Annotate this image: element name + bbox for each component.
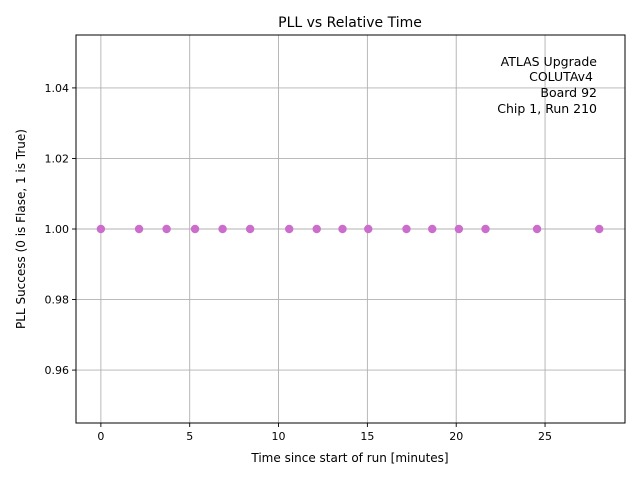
data-point bbox=[245, 224, 255, 234]
data-point bbox=[532, 224, 542, 234]
y-axis-label: PLL Success (0 is Flase, 1 is True) bbox=[14, 129, 28, 329]
x-tick-label: 15 bbox=[360, 430, 374, 443]
annotation-line-4: Chip 1, Run 210 bbox=[497, 101, 597, 116]
axis-ticks: 0 5 10 15 20 25 0.96 0.98 1.00 1.02 1.04 bbox=[45, 82, 553, 443]
chart-title: PLL vs Relative Time bbox=[278, 15, 422, 31]
x-axis-label: Time since start of run [minutes] bbox=[250, 451, 448, 465]
annotation-line-1: ATLAS Upgrade bbox=[501, 54, 598, 69]
annotation-line-2: COLUTAv4 bbox=[529, 69, 593, 84]
y-tick-label: 1.00 bbox=[45, 223, 70, 236]
annotation-line-3: Board 92 bbox=[540, 85, 597, 100]
y-tick-label: 1.04 bbox=[45, 82, 70, 95]
x-tick-label: 20 bbox=[449, 430, 463, 443]
data-point bbox=[481, 224, 490, 234]
data-point bbox=[96, 224, 106, 234]
data-point bbox=[428, 224, 437, 234]
data-point bbox=[364, 224, 373, 234]
y-tick-label: 0.96 bbox=[45, 364, 70, 377]
data-point bbox=[338, 224, 347, 234]
data-point bbox=[134, 224, 144, 234]
data-point bbox=[190, 224, 200, 234]
data-point bbox=[402, 224, 411, 234]
y-tick-label: 1.02 bbox=[45, 152, 70, 165]
data-point bbox=[218, 224, 227, 234]
data-point bbox=[285, 224, 294, 234]
data-point bbox=[595, 224, 604, 234]
data-points bbox=[96, 224, 604, 234]
plot-area-frame bbox=[75, 34, 626, 424]
x-tick-label: 10 bbox=[272, 430, 286, 443]
x-tick-label: 25 bbox=[538, 430, 552, 443]
data-point bbox=[454, 224, 464, 234]
x-tick-label: 5 bbox=[186, 430, 193, 443]
x-tick-label: 0 bbox=[97, 430, 104, 443]
chart-annotation: ATLAS Upgrade COLUTAv4 Board 92 Chip 1, … bbox=[497, 54, 597, 116]
data-point bbox=[162, 224, 171, 234]
y-tick-label: 0.98 bbox=[45, 294, 70, 307]
data-point bbox=[312, 224, 321, 234]
